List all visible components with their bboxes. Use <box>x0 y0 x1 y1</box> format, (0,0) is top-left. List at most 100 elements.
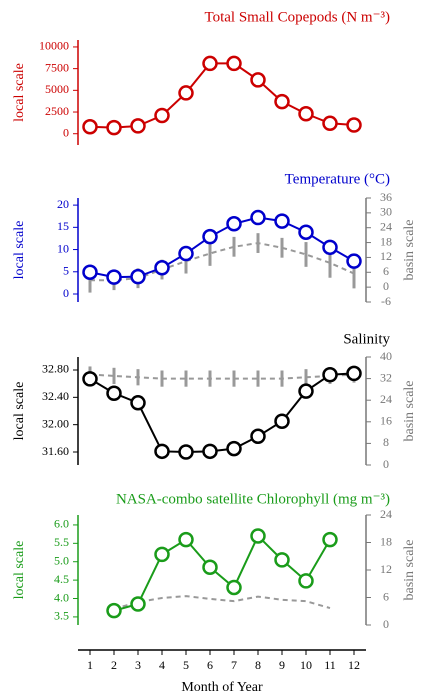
point <box>106 385 122 401</box>
y2-tick-label: 6 <box>383 589 389 603</box>
point <box>250 428 266 445</box>
x-tick-label: 6 <box>207 658 213 672</box>
x-tick-label: 3 <box>135 658 141 672</box>
series-line <box>89 372 355 454</box>
y-tick-label: 0 <box>63 286 69 300</box>
y-axis-label: local scale <box>12 221 27 280</box>
y-tick-label: 32.40 <box>42 389 69 403</box>
point <box>130 596 146 612</box>
point <box>202 443 218 460</box>
point <box>130 395 146 411</box>
x-tick-label: 1 <box>87 658 93 672</box>
y2-tick-label: 40 <box>380 349 392 363</box>
series-line <box>89 62 355 129</box>
point <box>202 559 218 575</box>
point <box>250 72 266 88</box>
x-tick-label: 7 <box>231 658 237 672</box>
x-tick-label: 11 <box>324 658 336 672</box>
y2-tick-label: 8 <box>383 435 389 449</box>
y2-tick-label: 0 <box>383 279 389 293</box>
y2-tick-label: 24 <box>380 219 392 233</box>
y2-tick-label: 24 <box>380 392 392 406</box>
basin-line <box>89 373 355 380</box>
panel-title: Total Small Copepods (N m⁻³) <box>204 9 390 25</box>
point <box>298 106 314 122</box>
y2-tick-label: 18 <box>380 234 392 248</box>
y-tick-label: 2500 <box>45 104 69 118</box>
y-axis-label: local scale <box>12 382 27 441</box>
y-tick-label: 10 <box>57 241 69 255</box>
y2-tick-label: -6 <box>381 294 391 308</box>
y-tick-label: 32.00 <box>42 416 69 430</box>
y-tick-label: 4.5 <box>54 572 69 586</box>
point <box>298 573 314 589</box>
y2-tick-label: 0 <box>383 617 389 631</box>
x-tick-label: 5 <box>183 658 189 672</box>
point <box>202 55 218 72</box>
point <box>154 443 170 460</box>
y-tick-label: 31.60 <box>42 444 69 458</box>
basin-line <box>90 242 355 282</box>
point <box>274 552 290 568</box>
point <box>202 228 218 245</box>
panel-title: Salinity <box>343 331 390 347</box>
y-tick-label: 6.0 <box>54 517 69 531</box>
x-tick-label: 12 <box>348 658 360 672</box>
point <box>346 117 362 133</box>
y2-tick-label: 36 <box>380 190 392 204</box>
point <box>130 268 146 285</box>
panel-title: NASA-combo satellite Chlorophyll (mg m⁻³… <box>116 491 390 507</box>
basin-line <box>113 595 331 610</box>
y-tick-label: 7500 <box>45 60 69 74</box>
point <box>274 93 290 110</box>
y2-tick-label: 12 <box>380 562 392 576</box>
x-axis-label: Month of Year <box>181 680 263 695</box>
point <box>226 579 242 596</box>
x-tick-label: 4 <box>159 658 165 672</box>
point <box>226 55 242 72</box>
point <box>298 383 314 399</box>
y-tick-label: 5.5 <box>54 535 69 549</box>
point <box>178 531 194 548</box>
x-tick-label: 10 <box>300 658 312 672</box>
point <box>82 119 98 135</box>
y2-tick-label: 12 <box>380 249 392 263</box>
y2-tick-label: 32 <box>380 370 392 384</box>
point <box>178 444 194 460</box>
point <box>274 413 290 430</box>
y-tick-label: 15 <box>57 219 69 233</box>
y-tick-label: 32.80 <box>42 362 69 376</box>
point <box>322 367 338 383</box>
point <box>106 602 122 619</box>
y2-tick-label: 24 <box>380 507 392 521</box>
point <box>322 531 338 548</box>
point <box>154 107 170 124</box>
point <box>154 260 170 276</box>
point <box>274 213 290 229</box>
x-tick-label: 8 <box>255 658 261 672</box>
point <box>346 253 362 269</box>
y2-tick-label: 0 <box>383 457 389 471</box>
point <box>346 365 362 382</box>
point <box>250 528 266 544</box>
point <box>130 118 146 134</box>
point <box>178 245 194 262</box>
point <box>106 269 122 285</box>
y2-tick-label: 18 <box>380 534 392 548</box>
y-tick-label: 5.0 <box>54 553 69 567</box>
y2-axis-label: basin scale <box>402 539 417 600</box>
y-axis-label: local scale <box>12 63 27 122</box>
point <box>82 371 98 387</box>
panel-title: Temperature (°C) <box>285 171 390 187</box>
x-tick-label: 9 <box>279 658 285 672</box>
y-tick-label: 0 <box>63 125 69 139</box>
y-tick-label: 10000 <box>39 39 69 53</box>
y-tick-label: 5000 <box>45 82 69 96</box>
series-line <box>89 216 355 279</box>
series-line <box>113 534 331 612</box>
y-tick-label: 20 <box>57 197 69 211</box>
y2-tick-label: 16 <box>380 414 392 428</box>
y-tick-label: 4.0 <box>54 590 69 604</box>
point <box>106 119 122 136</box>
